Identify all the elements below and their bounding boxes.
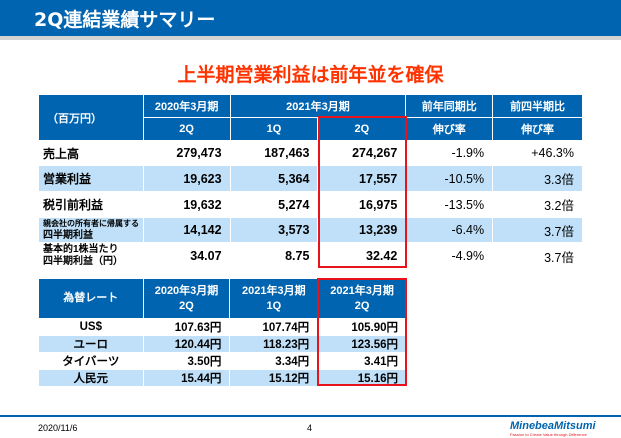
fx-col1-header: 2020年3月期 2Q bbox=[142, 278, 231, 319]
logo-tagline: Passion to Create Value through Differen… bbox=[510, 432, 587, 437]
fx-cell-v1: 120.44円 bbox=[142, 335, 231, 353]
title-bar: 2Q連結業績サマリー bbox=[0, 0, 621, 36]
cell-qoq: 3.7倍 bbox=[492, 217, 583, 243]
highlight-box-fx-2q bbox=[317, 278, 407, 386]
fx-cell-v1: 3.50円 bbox=[142, 352, 231, 370]
highlight-box-2q bbox=[318, 116, 407, 268]
table-row: 基本的1株当たり 四半期利益（円） 34.07 8.75 32.42 -4.9% 3.7倍 bbox=[38, 242, 583, 270]
cell-prev2q: 34.07 bbox=[142, 242, 231, 270]
fx-cell-v3: 15.16円 bbox=[317, 369, 407, 387]
row-label-line1: 親会社の所有者に帰属する bbox=[43, 219, 139, 228]
cell-qoq: 3.7倍 bbox=[492, 242, 583, 270]
currency-label: タイバーツ bbox=[38, 352, 144, 370]
fx-col3-period: 2021年3月期 bbox=[330, 284, 394, 297]
fx-rate-table: 為替レート 2020年3月期 2Q 2021年3月期 1Q 2021年3月期 2Q U… bbox=[38, 278, 407, 387]
fx-col2-quarter: 1Q bbox=[266, 299, 282, 312]
unit-header: （百万円） bbox=[38, 94, 144, 141]
fx-col3-header: 2021年3月期 2Q bbox=[317, 278, 407, 319]
cell-qoq: 3.2倍 bbox=[492, 191, 583, 218]
period-curr-header: 2021年3月期 bbox=[229, 94, 407, 118]
slide-subtitle: 上半期営業利益は前年並を確保 bbox=[177, 64, 444, 86]
row-label-line2: 四半期利益 bbox=[43, 230, 93, 241]
cell-prev2q: 14,142 bbox=[142, 217, 231, 243]
fx-col3-quarter: 2Q bbox=[354, 299, 370, 312]
cell-yoy: -1.9% bbox=[405, 140, 494, 166]
fx-row: 人民元 15.44円 15.12円 15.16円 bbox=[38, 369, 407, 387]
fx-col1-period: 2020年3月期 bbox=[154, 284, 219, 297]
currency-label: US$ bbox=[38, 318, 144, 336]
fx-cell-v2: 15.12円 bbox=[229, 369, 319, 387]
table-row: 売上高 279,473 187,463 274,267 -1.9% +46.3% bbox=[38, 140, 583, 166]
fx-cell-v2: 118.23円 bbox=[229, 335, 319, 353]
cell-q1: 5,364 bbox=[229, 165, 319, 192]
cell-qoq: +46.3% bbox=[492, 140, 583, 166]
fx-col1-quarter: 2Q bbox=[179, 299, 194, 312]
fx-cell-v1: 107.63円 bbox=[142, 318, 231, 336]
fx-row: ユーロ 120.44円 118.23円 123.56円 bbox=[38, 335, 407, 353]
company-logo: MinebeaMitsumi Passion to Create Value th… bbox=[510, 420, 610, 437]
footer-date: 2020/11/6 bbox=[38, 423, 78, 433]
results-table: （百万円） 2020年3月期 2021年3月期 前年同期比 前四半期比 2Q 1… bbox=[38, 94, 583, 270]
currency-label: ユーロ bbox=[38, 335, 144, 353]
table-row: 税引前利益 19,632 5,274 16,975 -13.5% 3.2倍 bbox=[38, 191, 583, 218]
cell-yoy: -13.5% bbox=[405, 191, 494, 218]
cell-q1: 187,463 bbox=[229, 140, 319, 166]
curr-2q-header: 2Q bbox=[317, 117, 407, 141]
fx-col2-header: 2021年3月期 1Q bbox=[229, 278, 319, 319]
currency-label: 人民元 bbox=[38, 369, 144, 387]
qoq-header: 前四半期比 bbox=[492, 94, 583, 118]
fx-cell-v3: 123.56円 bbox=[317, 335, 407, 353]
cell-prev2q: 19,632 bbox=[142, 191, 231, 218]
cell-q2: 16,975 bbox=[317, 191, 407, 218]
row-label: 営業利益 bbox=[38, 165, 144, 192]
fx-cell-v2: 107.74円 bbox=[229, 318, 319, 336]
table-row: 親会社の所有者に帰属する 四半期利益 14,142 3,573 13,239 -6.4% 3… bbox=[38, 217, 583, 243]
page-number: 4 bbox=[307, 423, 313, 433]
cell-q1: 3,573 bbox=[229, 217, 319, 243]
cell-prev2q: 279,473 bbox=[142, 140, 231, 166]
cell-yoy: -10.5% bbox=[405, 165, 494, 192]
yoy-subheader: 伸び率 bbox=[405, 117, 494, 141]
slide-title: 2Q連結業績サマリー bbox=[34, 9, 216, 31]
prev-2q-header: 2Q bbox=[142, 117, 231, 141]
logo-text: MinebeaMitsumi bbox=[510, 420, 596, 432]
fx-cell-v1: 15.44円 bbox=[142, 369, 231, 387]
cell-q1: 5,274 bbox=[229, 191, 319, 218]
fx-col2-period: 2021年3月期 bbox=[242, 284, 306, 297]
row-label: 親会社の所有者に帰属する 四半期利益 bbox=[38, 217, 144, 243]
qoq-subheader: 伸び率 bbox=[492, 117, 583, 141]
table-row: 営業利益 19,623 5,364 17,557 -10.5% 3.3倍 bbox=[38, 165, 583, 192]
footer-divider bbox=[0, 415, 621, 417]
cell-qoq: 3.3倍 bbox=[492, 165, 583, 192]
row-label-line2: 四半期利益（円） bbox=[43, 256, 123, 267]
period-prev-header: 2020年3月期 bbox=[142, 94, 231, 118]
curr-1q-header: 1Q bbox=[229, 117, 319, 141]
fx-cell-v3: 105.90円 bbox=[317, 318, 407, 336]
row-label: 基本的1株当たり 四半期利益（円） bbox=[38, 242, 144, 270]
cell-prev2q: 19,623 bbox=[142, 165, 231, 192]
fx-header: 為替レート bbox=[38, 278, 144, 319]
yoy-header: 前年同期比 bbox=[405, 94, 494, 118]
cell-q1: 8.75 bbox=[229, 242, 319, 270]
row-label: 売上高 bbox=[38, 140, 144, 166]
fx-cell-v2: 3.34円 bbox=[229, 352, 319, 370]
cell-q2: 274,267 bbox=[317, 140, 407, 166]
row-label-line1: 基本的1株当たり bbox=[43, 244, 119, 255]
row-label: 税引前利益 bbox=[38, 191, 144, 218]
title-divider bbox=[0, 36, 621, 40]
cell-yoy: -6.4% bbox=[405, 217, 494, 243]
cell-yoy: -4.9% bbox=[405, 242, 494, 270]
